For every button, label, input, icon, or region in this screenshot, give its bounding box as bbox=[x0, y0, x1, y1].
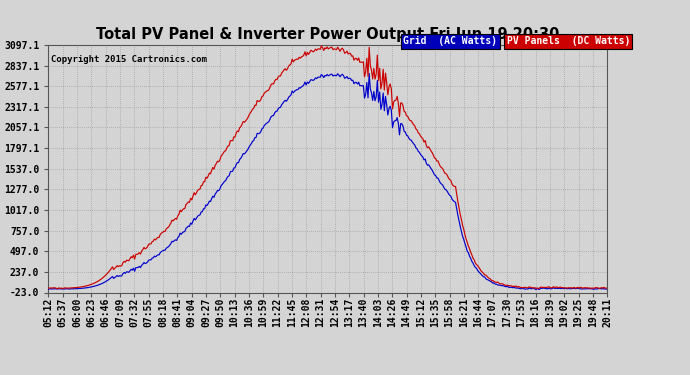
Text: Copyright 2015 Cartronics.com: Copyright 2015 Cartronics.com bbox=[51, 55, 207, 64]
Text: Grid  (AC Watts): Grid (AC Watts) bbox=[403, 36, 497, 46]
Text: PV Panels  (DC Watts): PV Panels (DC Watts) bbox=[506, 36, 630, 46]
Title: Total PV Panel & Inverter Power Output Fri Jun 19 20:30: Total PV Panel & Inverter Power Output F… bbox=[96, 27, 560, 42]
